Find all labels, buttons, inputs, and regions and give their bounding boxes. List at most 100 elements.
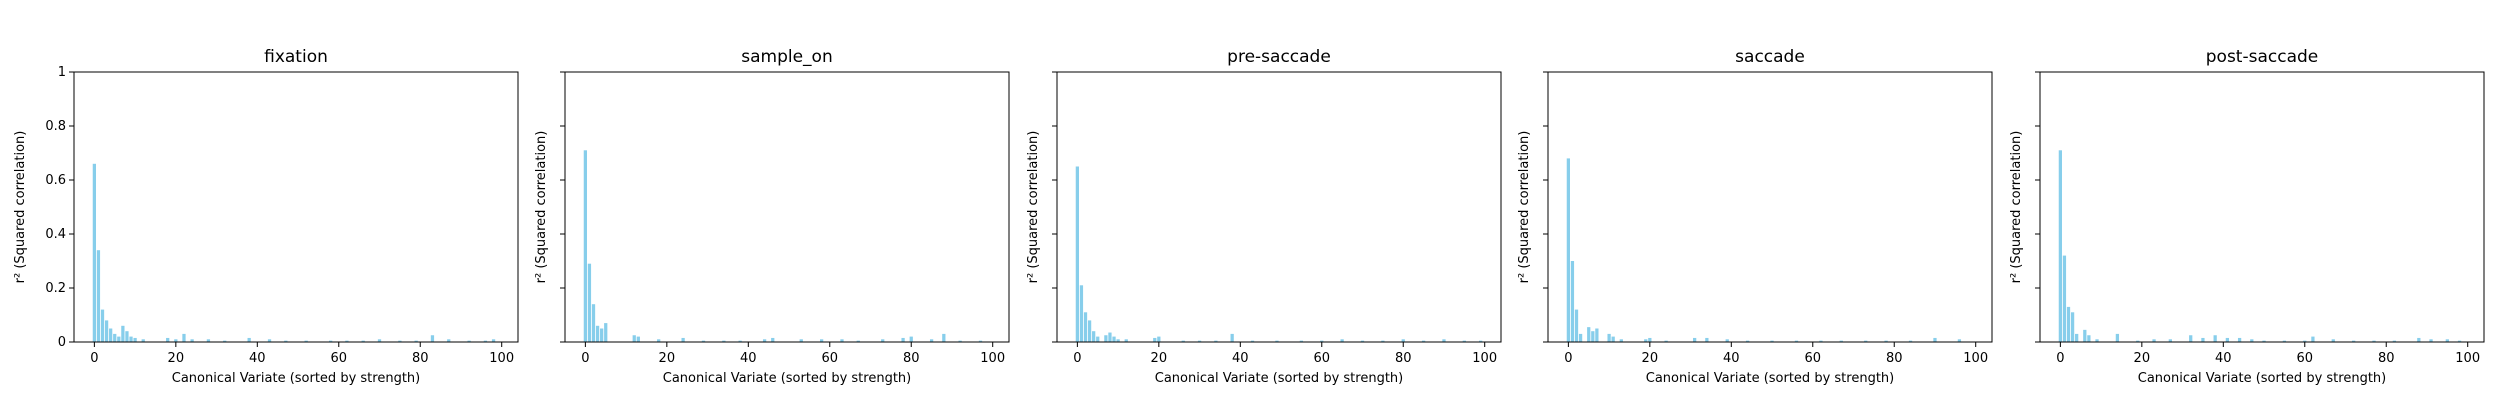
bar xyxy=(398,340,402,342)
x-tick-label: 40 xyxy=(249,351,266,366)
bar xyxy=(1250,340,1255,342)
bar xyxy=(636,336,640,342)
bar xyxy=(819,339,824,342)
y-tick-label: 0.8 xyxy=(45,119,66,134)
axes-frame xyxy=(2039,71,2485,343)
x-tick-label: 0 xyxy=(1073,351,1081,366)
bar xyxy=(1083,312,1088,342)
bar xyxy=(1381,340,1385,342)
x-tick-label: 60 xyxy=(821,351,838,366)
bar xyxy=(345,340,349,342)
bar xyxy=(1725,339,1729,342)
bar xyxy=(100,309,105,342)
bar xyxy=(1908,340,1913,342)
bar xyxy=(361,340,365,342)
bar xyxy=(1096,336,1100,342)
bar xyxy=(1578,333,1583,342)
bar xyxy=(1957,339,1962,342)
bar xyxy=(1933,337,1937,342)
bar xyxy=(1644,339,1648,342)
x-tick-label: 60 xyxy=(2296,351,2313,366)
bar xyxy=(1664,340,1668,342)
y-axis-label: r² (Squared correlation) xyxy=(13,131,28,284)
bar xyxy=(467,340,471,342)
bar xyxy=(414,340,418,342)
x-tick-label: 80 xyxy=(903,351,920,366)
bar xyxy=(591,304,596,342)
bar xyxy=(583,150,587,342)
bar xyxy=(1075,166,1079,342)
x-tick-label: 80 xyxy=(1395,351,1412,366)
subplot-pre-saccade: pre-saccade 0 20 40 60 80 100 Canonical Variate… xyxy=(1026,47,1502,386)
bar xyxy=(2392,340,2397,342)
bar xyxy=(1401,339,1405,342)
x-tick-label: 100 xyxy=(2455,351,2480,366)
bar xyxy=(133,337,137,342)
bar xyxy=(1591,331,1595,342)
axes-frame xyxy=(564,71,1010,343)
bar xyxy=(1108,332,1112,342)
bar xyxy=(104,320,109,342)
bar xyxy=(2058,150,2062,342)
bar xyxy=(2225,337,2230,342)
bar xyxy=(1299,340,1304,342)
x-axis-label: Canonical Variate (sorted by strength) xyxy=(1155,371,1403,386)
x-tick-label: 0 xyxy=(90,351,98,366)
x-tick-label: 0 xyxy=(1564,351,1572,366)
bar xyxy=(1864,340,1868,342)
bar xyxy=(121,325,125,342)
bar xyxy=(1181,340,1185,342)
bar xyxy=(681,337,685,342)
bar xyxy=(2429,339,2433,342)
x-tick-label: 100 xyxy=(489,351,514,366)
bar xyxy=(771,337,775,342)
bar xyxy=(247,337,251,342)
bar xyxy=(1884,340,1888,342)
bar xyxy=(267,339,272,342)
bar xyxy=(2066,306,2071,342)
x-tick-label: 100 xyxy=(1963,351,1988,366)
bar xyxy=(1648,337,1652,342)
y-tick-label: 1 xyxy=(58,65,66,80)
bar xyxy=(2189,335,2193,342)
subplot-post-saccade: post-saccade 0 20 40 60 80 100 Canonical Variat… xyxy=(2009,47,2485,386)
x-tick-label: 20 xyxy=(2134,351,2151,366)
x-tick-label: 40 xyxy=(1232,351,1249,366)
subplot-fixation: fixation 0 20 40 60 80 100 0 0.2 0.4 0.6 0.8 1 Canoni… xyxy=(13,47,519,386)
bar xyxy=(1275,340,1279,342)
x-tick-label: 60 xyxy=(1313,351,1330,366)
bar xyxy=(1092,331,1096,342)
bar xyxy=(2083,329,2087,342)
bar xyxy=(958,340,962,342)
x-tick-label: 40 xyxy=(1723,351,1740,366)
bar xyxy=(942,333,946,342)
x-tick-label: 0 xyxy=(581,351,589,366)
bar xyxy=(174,339,178,342)
axes-frame xyxy=(1056,71,1502,343)
bar xyxy=(182,333,186,342)
bar xyxy=(856,340,860,342)
bar xyxy=(2282,340,2287,342)
bar xyxy=(430,335,435,342)
bar xyxy=(1705,337,1709,342)
bar xyxy=(722,340,726,342)
x-tick-label: 0 xyxy=(2056,351,2064,366)
bar xyxy=(2372,340,2376,342)
x-tick-label: 20 xyxy=(1642,351,1659,366)
x-tick-label: 60 xyxy=(330,351,347,366)
bar xyxy=(1794,340,1799,342)
bar xyxy=(1442,339,1446,342)
subplot-saccade: saccade 0 20 40 60 80 100 Canonical Variate (so… xyxy=(1517,47,1993,386)
subplot-title: pre-saccade xyxy=(1227,47,1331,67)
axes-frame xyxy=(1547,71,1993,343)
bar xyxy=(2417,337,2421,342)
subplot-title: sample_on xyxy=(741,47,832,67)
bar xyxy=(1770,340,1774,342)
bar xyxy=(1574,309,1579,342)
bar xyxy=(909,336,913,342)
y-tick-label: 0.4 xyxy=(45,227,66,242)
bar xyxy=(304,340,308,342)
x-axis-label: Canonical Variate (sorted by strength) xyxy=(172,371,420,386)
y-tick-label: 0.2 xyxy=(45,281,66,296)
